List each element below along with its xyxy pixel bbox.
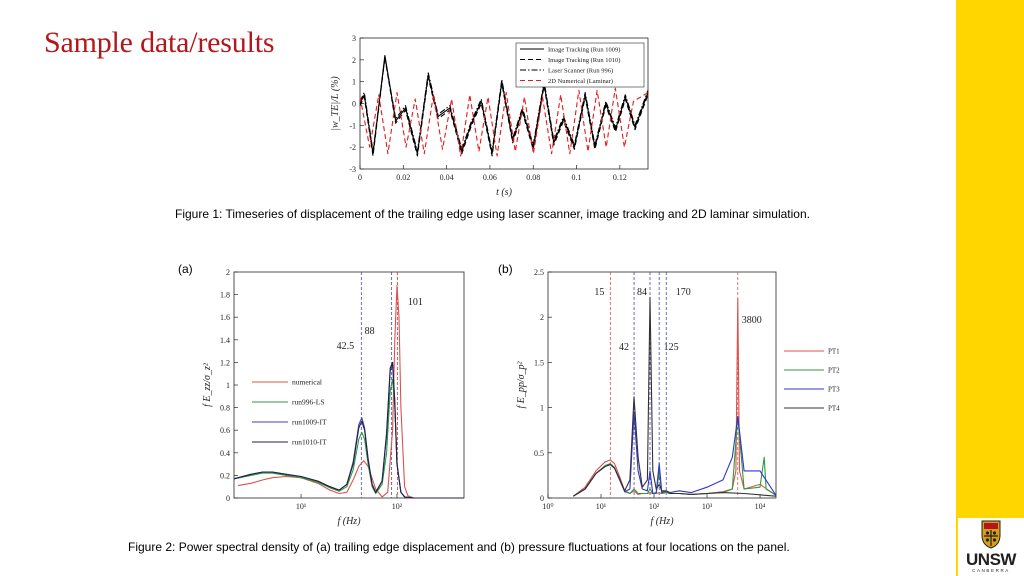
x-tick-label: 10¹ [296,502,307,511]
series-line [573,296,777,497]
y-tick-label: 0.5 [534,449,544,458]
x-tick-label: 10³ [702,502,713,511]
series-line [359,57,649,157]
y-tick-label: 2.5 [534,268,544,277]
reference-line-label: 101 [408,297,423,308]
unsw-logo: UNSW CANBERRA [958,518,1024,576]
x-tick-label: 0.1 [572,173,582,182]
y-tick-label: 0 [226,494,230,503]
legend-label: Laser Scanner (Run 996) [548,68,613,75]
legend-label: run1010-IT [292,438,327,447]
x-tick-label: 10² [649,502,660,511]
y-tick-label: 1.5 [534,358,544,367]
reference-line-label: 42.5 [337,341,355,352]
brand-sidebar [956,0,1024,576]
figure-2-caption: Figure 2: Power spectral density of (a) … [128,540,790,554]
y-tick-label: 3 [352,34,356,43]
timeseries-chart: -3 -2 -1 0 1 2 3 0 0.02 0.04 0.06 0.08 0.1 0.12 t (s) |… [330,34,649,198]
x-tick-label: 0 [358,173,362,182]
y-axis-label: |w_TE|/L (%) [330,76,341,131]
psd-pressure-chart: 0 0.5 1 1.5 2 2.5 10⁰ 10¹ 10² 10³ 10⁴ f (Hz) f E_pp/… [516,268,840,527]
slide-title: Sample data/results [44,26,275,59]
series-line [359,87,649,157]
reference-line-label: 84 [637,287,647,298]
y-tick-label: 0.6 [220,426,230,435]
legend-box [515,42,645,88]
legend-label: PT3 [828,386,840,394]
x-axis-label: t (s) [496,187,513,198]
figure-1-caption: Figure 1: Timeseries of displacement of … [175,207,810,221]
y-axis-label: f E_pp/σ_p² [516,360,527,408]
panel-a-label: (a) [178,262,193,276]
y-tick-label: 2 [352,56,356,65]
reference-line-label: 42 [619,342,629,353]
y-tick-label: 1.6 [220,313,230,322]
x-tick-label: 0.04 [440,173,454,182]
reference-line-label: 170 [676,287,691,298]
x-axis-label: f (Hz) [337,516,361,527]
legend-label: PT2 [828,367,840,375]
y-tick-label: 0 [540,494,544,503]
y-tick-label: -3 [349,165,356,174]
logo-wordmark: UNSW [966,550,1016,569]
x-axis-label: f (Hz) [650,516,674,527]
y-tick-label: 0 [352,100,356,109]
x-tick-label: 0.12 [613,173,627,182]
y-tick-label: 1.8 [220,291,230,300]
y-tick-label: 0.2 [220,471,230,480]
reference-line-label: 88 [365,326,375,337]
x-tick-label: 10² [392,502,403,511]
legend-label: run996-LS [292,398,325,407]
series-line [233,361,464,499]
psd-displacement-chart: 0 0.2 0.4 0.6 0.8 1 1.2 1.4 1.6 1.8 2 10¹ 10² f (Hz) f… [202,268,465,527]
y-tick-label: 2 [226,268,230,277]
y-tick-label: 0.4 [220,449,230,458]
y-tick-label: 1 [352,78,356,87]
legend-label: PT4 [828,405,840,413]
x-tick-label: 0.06 [483,173,497,182]
crest-icon [981,520,1001,549]
y-tick-label: -1 [349,121,356,130]
legend-label: Image Tracking (Run 1009) [548,47,620,54]
panel-b-label: (b) [498,262,513,276]
series-line [359,57,649,153]
plot-frame [233,271,465,499]
legend-label: run1009-IT [292,418,327,427]
y-tick-label: 1 [540,404,544,413]
x-tick-label: 10⁴ [755,502,766,511]
y-tick-label: 2 [540,313,544,322]
legend-label: 2D Numerical (Laminar) [548,78,613,85]
reference-line-label: 15 [594,287,604,298]
y-tick-label: 1.2 [220,358,230,367]
y-tick-label: 1.4 [220,336,230,345]
x-tick-label: 0.08 [526,173,540,182]
reference-line-label: 3800 [742,315,762,326]
reference-line-label: 125 [664,342,679,353]
x-tick-label: 0.02 [396,173,410,182]
x-tick-label: 10⁰ [542,502,553,511]
y-axis-label: f E_zz/σ_z² [202,362,213,407]
x-tick-label: 10¹ [596,502,607,511]
y-tick-label: -2 [349,143,356,152]
y-tick-label: 0.8 [220,404,230,413]
logo-subtitle: CANBERRA [972,568,1010,573]
legend-label: Image Tracking (Run 1010) [548,57,620,64]
legend-label: numerical [292,378,322,387]
legend-label: PT1 [828,348,840,356]
y-tick-label: 1 [226,381,230,390]
